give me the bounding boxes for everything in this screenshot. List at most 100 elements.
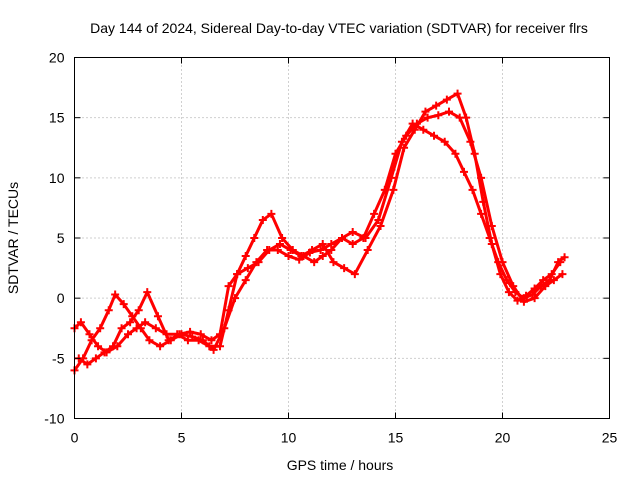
- x-tick-label: 0: [71, 430, 79, 446]
- data-point: [308, 246, 317, 255]
- y-tick-label: 20: [49, 50, 65, 66]
- data-point: [258, 215, 267, 224]
- data-point: [329, 258, 338, 267]
- data-point: [350, 270, 359, 279]
- data-point: [408, 119, 417, 128]
- data-point: [250, 234, 259, 242]
- data-point: [479, 197, 488, 206]
- series-line: [77, 92, 562, 366]
- series-track-3: [74, 89, 565, 369]
- data-point: [522, 291, 531, 300]
- data-point: [419, 125, 428, 134]
- x-axis-label: GPS time / hours: [287, 457, 394, 473]
- data-point: [286, 246, 295, 255]
- series-layer: [70, 89, 569, 375]
- data-point: [327, 246, 336, 255]
- data-point: [496, 270, 505, 279]
- data-point: [440, 137, 449, 146]
- data-point: [175, 330, 184, 339]
- data-point: [462, 113, 471, 122]
- data-point: [83, 360, 92, 369]
- data-point: [459, 167, 468, 176]
- data-point: [316, 246, 325, 255]
- data-point: [370, 209, 379, 218]
- data-point: [109, 342, 118, 351]
- data-point: [504, 288, 513, 297]
- data-point: [556, 258, 565, 267]
- data-point: [318, 240, 327, 249]
- data-point: [513, 296, 522, 305]
- data-point: [151, 324, 160, 333]
- data-point: [94, 342, 103, 351]
- data-point: [547, 270, 556, 279]
- axes: 0 5 10 15 20 25 -10 -5 0 5 10 15 20: [44, 50, 617, 446]
- y-tick-label: 5: [57, 230, 65, 246]
- data-point: [132, 324, 141, 333]
- data-point: [432, 101, 441, 110]
- data-point: [233, 270, 242, 279]
- y-tick-label: 15: [49, 110, 65, 126]
- data-point: [273, 246, 282, 255]
- data-point: [539, 276, 548, 285]
- data-point: [100, 348, 109, 357]
- data-point: [363, 246, 372, 255]
- data-point: [374, 215, 383, 224]
- data-point: [124, 330, 132, 339]
- grid: [74, 57, 610, 419]
- data-point: [205, 342, 214, 351]
- data-point: [397, 137, 406, 146]
- data-point: [111, 290, 120, 299]
- x-tick-label: 25: [602, 430, 618, 446]
- data-point: [361, 234, 370, 242]
- data-point: [254, 258, 263, 267]
- data-point: [451, 149, 460, 158]
- data-point: [348, 240, 357, 249]
- data-point: [143, 288, 152, 297]
- data-point: [91, 354, 100, 363]
- y-tick-label: -5: [52, 350, 65, 366]
- data-point: [338, 234, 346, 242]
- data-point: [224, 306, 233, 315]
- data-point: [216, 342, 225, 351]
- data-point: [196, 330, 205, 339]
- data-point: [423, 113, 432, 122]
- data-point: [186, 327, 195, 336]
- data-point: [558, 270, 567, 279]
- y-axis-label: SDTVAR / TECUs: [5, 182, 21, 294]
- y-tick-label: 0: [57, 290, 65, 306]
- data-point: [216, 330, 225, 339]
- data-point: [241, 276, 250, 285]
- data-point: [265, 246, 274, 255]
- data-point: [560, 253, 569, 262]
- x-tick-label: 15: [388, 430, 404, 446]
- data-point: [487, 240, 496, 249]
- x-tick-label: 20: [495, 430, 511, 446]
- data-point: [207, 336, 216, 345]
- data-point: [224, 282, 233, 291]
- data-point: [243, 264, 252, 273]
- data-point: [442, 95, 451, 104]
- data-point: [477, 209, 486, 218]
- data-point: [117, 324, 126, 333]
- data-point: [387, 173, 396, 182]
- data-point: [318, 252, 327, 261]
- data-point: [241, 252, 250, 261]
- y-tick-label: -10: [44, 411, 64, 427]
- data-point: [141, 318, 150, 327]
- data-point: [267, 209, 276, 218]
- data-point: [164, 336, 173, 345]
- data-point: [76, 318, 85, 327]
- data-point: [376, 221, 385, 230]
- data-point: [194, 336, 203, 345]
- data-point: [297, 252, 306, 261]
- data-point: [421, 107, 430, 116]
- data-point: [453, 89, 462, 98]
- data-point: [470, 149, 479, 158]
- data-point: [348, 227, 357, 236]
- data-point: [434, 111, 443, 120]
- data-point: [340, 264, 349, 273]
- data-point: [183, 336, 192, 345]
- data-point: [410, 125, 419, 134]
- data-point: [468, 185, 477, 194]
